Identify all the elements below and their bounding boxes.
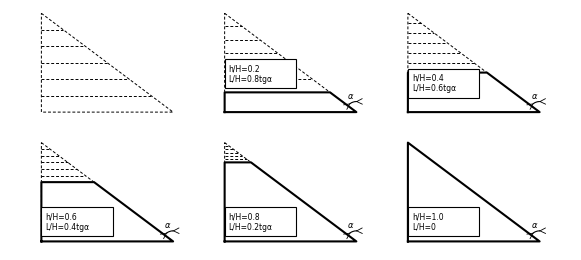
FancyBboxPatch shape [408, 207, 479, 236]
Text: h/H=0.8: h/H=0.8 [228, 212, 260, 222]
Text: $\alpha$: $\alpha$ [347, 221, 355, 230]
Polygon shape [225, 92, 356, 112]
Text: L/H=0.2tgα: L/H=0.2tgα [228, 223, 272, 232]
Polygon shape [41, 182, 173, 242]
FancyBboxPatch shape [41, 207, 113, 236]
Text: h/H=0.4: h/H=0.4 [412, 74, 444, 83]
Text: $\alpha$: $\alpha$ [347, 92, 355, 101]
Text: L/H=0.8tgα: L/H=0.8tgα [228, 75, 272, 84]
Polygon shape [225, 162, 356, 242]
FancyBboxPatch shape [408, 69, 479, 98]
Text: h/H=1.0: h/H=1.0 [412, 212, 443, 222]
Polygon shape [408, 143, 540, 242]
Text: $\alpha$: $\alpha$ [530, 92, 538, 101]
Text: $\alpha$: $\alpha$ [164, 221, 171, 230]
FancyBboxPatch shape [225, 207, 296, 236]
Text: h/H=0.6: h/H=0.6 [45, 212, 77, 222]
Text: $\alpha$: $\alpha$ [530, 221, 538, 230]
Polygon shape [408, 73, 540, 112]
Text: L/H=0: L/H=0 [412, 223, 436, 232]
Text: L/H=0.6tgα: L/H=0.6tgα [412, 84, 456, 93]
Text: L/H=0.4tgα: L/H=0.4tgα [45, 223, 89, 232]
Text: h/H=0.2: h/H=0.2 [228, 65, 260, 74]
FancyBboxPatch shape [225, 60, 296, 88]
